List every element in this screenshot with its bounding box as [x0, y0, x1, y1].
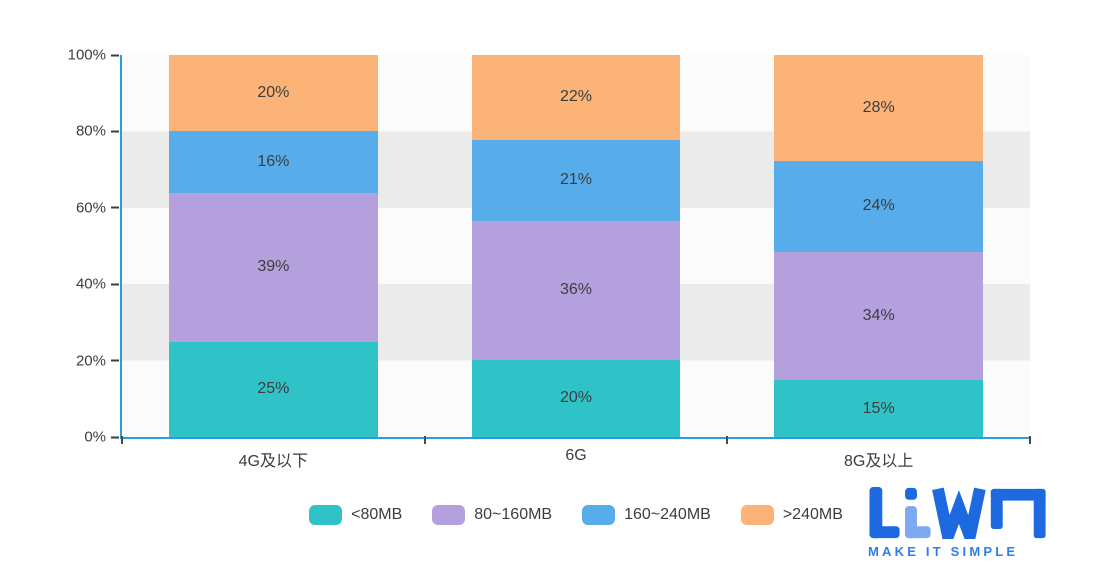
- y-axis-label: 0%: [84, 428, 106, 446]
- bar-segment-label: 24%: [862, 197, 895, 215]
- legend-swatch: [740, 505, 774, 525]
- stacked-bar: 25% 39% 16% 20%: [168, 55, 378, 437]
- y-axis-tick-mark: [111, 206, 119, 209]
- bar-segment-label: 39%: [257, 258, 290, 276]
- legend-item[interactable]: 80~160MB: [432, 505, 552, 525]
- legend-label: 160~240MB: [624, 506, 711, 523]
- bar-segment[interactable]: 28%: [774, 55, 984, 161]
- x-axis-line: [120, 437, 1030, 439]
- bar-segment-label: 25%: [257, 380, 290, 398]
- bar-slot: 25% 39% 16% 20%: [122, 55, 425, 437]
- bar-segment[interactable]: 16%: [168, 131, 378, 193]
- bar-segment[interactable]: 15%: [774, 380, 984, 437]
- y-axis-tick: 60%: [58, 199, 119, 216]
- legend-swatch: [432, 505, 466, 525]
- x-axis-category-label: 6G: [565, 447, 587, 464]
- liwa-logo-mark: [869, 487, 1046, 539]
- legend-label: <80MB: [351, 506, 403, 523]
- bar-segment-label: 16%: [257, 152, 290, 170]
- bar-segment-label: 20%: [559, 389, 593, 407]
- legend-item[interactable]: >240MB: [740, 505, 843, 525]
- plot-area: 25% 39% 16% 20% 20% 36% 21% 22% 15% 34% 24% 28% 0% 2…: [68, 47, 1031, 446]
- x-axis-tick-mark: [121, 436, 123, 444]
- bar-segment[interactable]: 34%: [774, 251, 984, 381]
- legend-item[interactable]: 160~240MB: [582, 505, 711, 525]
- legend-label: 80~160MB: [474, 506, 553, 523]
- bar-segment-label: 15%: [862, 399, 895, 417]
- y-axis-label: 80%: [75, 122, 106, 140]
- y-axis-line: [120, 55, 122, 437]
- y-axis-label: 20%: [75, 352, 106, 370]
- y-axis-tick-mark: [111, 359, 119, 362]
- x-axis-labels: 4G及以下 6G 8G及以上: [122, 447, 1030, 471]
- y-axis-tick-mark: [111, 436, 119, 438]
- legend-swatch: [309, 505, 343, 525]
- y-axis-label: 60%: [75, 199, 106, 217]
- bars-container: 25% 39% 16% 20% 20% 36% 21% 22% 15% 34% 24% 28%: [122, 55, 1030, 437]
- bar-segment[interactable]: 20%: [471, 359, 681, 437]
- y-axis-tick: 20%: [58, 352, 119, 369]
- bar-segment[interactable]: 24%: [774, 160, 984, 252]
- stacked-bar: 15% 34% 24% 28%: [774, 55, 984, 437]
- y-axis-tick-mark: [111, 54, 119, 56]
- legend-item[interactable]: <80MB: [309, 505, 402, 525]
- x-axis-category-label: 4G及以下: [238, 453, 309, 470]
- bar-segment[interactable]: 25%: [168, 341, 378, 437]
- y-axis-tick: 0%: [58, 429, 119, 446]
- y-axis-label: 40%: [75, 275, 106, 293]
- legend: <80MB 80~160MB 160~240MB >240MB: [122, 505, 1030, 525]
- bar-segment-label: 28%: [862, 98, 895, 116]
- bar-segment[interactable]: 39%: [168, 192, 378, 342]
- bar-segment[interactable]: 36%: [471, 220, 681, 360]
- y-axis-tick: 40%: [58, 276, 119, 293]
- y-axis-tick-mark: [111, 130, 119, 133]
- x-axis-tick-mark: [1029, 436, 1031, 444]
- bar-segment[interactable]: 22%: [471, 55, 681, 140]
- bar-segment-label: 22%: [559, 88, 593, 106]
- y-axis-tick-mark: [111, 283, 119, 286]
- legend-label: >240MB: [782, 506, 843, 523]
- stacked-bar: 20% 36% 21% 22%: [471, 55, 681, 437]
- x-axis-tick-mark: [726, 436, 729, 444]
- bar-slot: 15% 34% 24% 28%: [727, 55, 1030, 437]
- y-axis-tick: 100%: [58, 47, 119, 64]
- bar-segment-label: 20%: [257, 84, 290, 102]
- y-axis-label: 100%: [67, 46, 106, 64]
- y-axis-tick: 80%: [58, 123, 119, 140]
- bar-segment-label: 21%: [559, 171, 593, 189]
- bar-slot: 20% 36% 21% 22%: [425, 55, 728, 437]
- x-axis-category-label: 8G及以上: [844, 453, 914, 470]
- liwa-logo: MAKE IT SIMPLE: [866, 487, 1056, 559]
- bar-segment-label: 34%: [862, 306, 895, 324]
- bar-segment[interactable]: 21%: [471, 139, 681, 221]
- logo-tagline: MAKE IT SIMPLE: [868, 544, 1019, 559]
- bar-segment[interactable]: 20%: [168, 55, 378, 132]
- bar-segment-label: 36%: [559, 281, 593, 299]
- x-axis-tick-mark: [423, 436, 426, 444]
- legend-swatch: [582, 505, 616, 525]
